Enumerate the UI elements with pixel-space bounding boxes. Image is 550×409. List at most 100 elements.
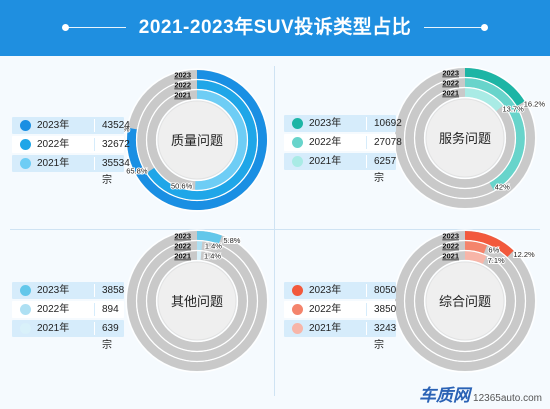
legend-swatch bbox=[292, 118, 303, 129]
legend-year: 2022年 bbox=[37, 139, 70, 150]
legend-row: 2023年43524宗 bbox=[12, 117, 130, 148]
legend-row-background bbox=[284, 301, 396, 318]
legend-separator bbox=[366, 284, 367, 297]
ring-separator bbox=[403, 239, 527, 363]
chart-title: 服务问题 bbox=[439, 131, 491, 146]
legend-year: 2021年 bbox=[309, 156, 342, 167]
ring-value-arc bbox=[465, 68, 525, 106]
ring-year-label: 2023 bbox=[442, 232, 459, 241]
ring-separator bbox=[145, 249, 249, 353]
legend-swatch bbox=[20, 323, 31, 334]
legend-row: 2021年 3243宗 bbox=[284, 320, 396, 351]
legend-row-background bbox=[12, 301, 124, 318]
legend-row: 2023年10692宗 bbox=[284, 115, 402, 146]
legend-row: 2021年 6257宗 bbox=[284, 153, 396, 184]
percent-label: 1.4% bbox=[205, 242, 222, 251]
percent-label: 7.1% bbox=[488, 256, 505, 265]
legend-year: 2023年 bbox=[309, 285, 342, 296]
site-logo: 车质网 12365auto.com bbox=[419, 386, 542, 405]
legend-separator bbox=[366, 155, 367, 168]
legend-separator bbox=[366, 117, 367, 130]
ring-year-label: 2022 bbox=[442, 242, 459, 251]
divider-vertical bbox=[274, 66, 275, 396]
legend-separator bbox=[94, 284, 95, 297]
ring-value-arc bbox=[197, 251, 202, 261]
ring-year-label: 2023 bbox=[174, 71, 191, 80]
chart-title: 综合问题 bbox=[439, 294, 491, 309]
ring-separator bbox=[125, 68, 269, 212]
legend-row-background bbox=[284, 282, 396, 299]
ring-value-arc bbox=[465, 241, 488, 254]
legend-row-background bbox=[284, 115, 396, 132]
legend-count: 6257宗 bbox=[374, 156, 397, 184]
legend-separator bbox=[94, 119, 95, 132]
legend-count: 639宗 bbox=[102, 323, 119, 351]
ring-year-label: 2023 bbox=[174, 232, 191, 241]
legend-count: 35534宗 bbox=[102, 158, 130, 186]
legend-separator bbox=[94, 138, 95, 151]
legend-row-background bbox=[284, 153, 396, 170]
legend-separator bbox=[366, 322, 367, 335]
ring-separator bbox=[413, 249, 517, 353]
legend-swatch bbox=[292, 323, 303, 334]
ring-year-label: 2021 bbox=[442, 252, 459, 261]
ring-year-label: 2021 bbox=[174, 252, 191, 261]
inner-disc bbox=[425, 98, 505, 178]
ring-separator bbox=[403, 76, 527, 200]
legend-row-background bbox=[12, 117, 124, 134]
header-dot-left bbox=[62, 24, 69, 31]
legend-swatch bbox=[20, 139, 31, 150]
ring-value-arc bbox=[465, 251, 487, 265]
percent-label: 12.2% bbox=[513, 250, 535, 259]
percent-label: 5.8% bbox=[223, 236, 240, 245]
legend-row: 2022年27078宗 bbox=[284, 134, 402, 165]
legend-swatch bbox=[292, 137, 303, 148]
legend-year: 2022年 bbox=[309, 137, 342, 148]
header-bar: 2021-2023年SUV投诉类型占比 bbox=[0, 0, 550, 56]
chart-title: 其他问题 bbox=[171, 294, 223, 309]
ring-separator bbox=[155, 259, 239, 343]
ring-separator bbox=[423, 259, 507, 343]
inner-disc bbox=[157, 261, 237, 341]
legend-swatch bbox=[292, 304, 303, 315]
ring-year-label: 2022 bbox=[174, 242, 191, 251]
legend-swatch bbox=[20, 158, 31, 169]
legend-count: 3243宗 bbox=[374, 323, 397, 351]
legend-separator bbox=[94, 303, 95, 316]
ring-separator bbox=[135, 239, 259, 363]
legend-year: 2021年 bbox=[37, 323, 70, 334]
legend-row-background bbox=[284, 134, 396, 151]
header-line-left bbox=[68, 27, 126, 28]
percent-label: 50.6% bbox=[171, 181, 193, 190]
legend-year: 2021年 bbox=[309, 323, 342, 334]
legend-row: 2021年 639宗 bbox=[12, 320, 124, 351]
legend-row: 2021年 35534宗 bbox=[12, 155, 130, 186]
legend-year: 2023年 bbox=[309, 118, 342, 129]
ring-year-label: 2022 bbox=[174, 81, 191, 90]
legend-separator bbox=[366, 303, 367, 316]
header-line-right bbox=[424, 27, 482, 28]
ring-year-label: 2021 bbox=[442, 89, 459, 98]
ring-year-label: 2022 bbox=[442, 79, 459, 88]
ring-year-label: 2023 bbox=[442, 69, 459, 78]
legend-row: 2022年32672宗 bbox=[12, 136, 130, 167]
percent-label: 16.2% bbox=[524, 100, 546, 109]
legend-swatch bbox=[292, 156, 303, 167]
legend-separator bbox=[366, 136, 367, 149]
ring-separator bbox=[155, 98, 239, 182]
legend-swatch bbox=[20, 285, 31, 296]
ring-separator bbox=[413, 86, 517, 190]
inner-disc bbox=[425, 261, 505, 341]
ring-value-arc bbox=[465, 231, 514, 258]
legend-row-background bbox=[12, 155, 124, 172]
legend-row: 2022年3850宗 bbox=[284, 301, 396, 332]
chart-title: 质量问题 bbox=[171, 133, 223, 148]
legend-row-background bbox=[284, 320, 396, 337]
percent-label: 65.8% bbox=[126, 166, 148, 175]
legend-row: 2023年3858宗 bbox=[12, 282, 124, 313]
ring-value-arc bbox=[195, 90, 247, 190]
ring-value-arc bbox=[465, 78, 526, 191]
donut-chart-1: 质量问题20232022202177.8%65.8%50.6% bbox=[107, 68, 269, 212]
